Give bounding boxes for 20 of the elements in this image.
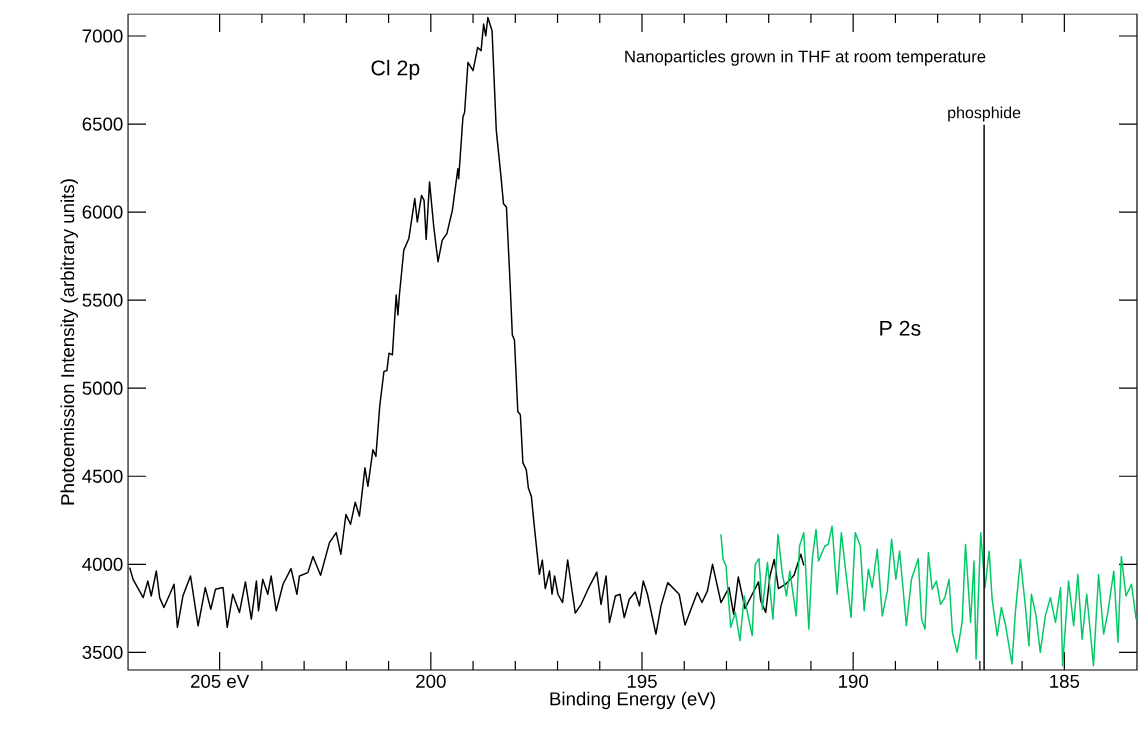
x-tick-label: 190	[839, 674, 869, 688]
annotation: P 2s	[880, 320, 921, 336]
x-tick-label: 195	[627, 674, 657, 688]
x-tick-label: 200	[416, 674, 446, 688]
y-tick-label: 6000	[82, 205, 123, 219]
y-tick-label: 6500	[82, 117, 123, 131]
y-tick-label: 3500	[82, 645, 123, 659]
x-axis-title: Binding Energy (eV)	[550, 691, 715, 710]
y-axis-title: Photoemission Intensity (arbitrary units)	[60, 179, 78, 505]
annotation: Nanoparticles grown in THF at room temperature	[625, 50, 986, 66]
ref-line-label: phosphide	[948, 106, 1021, 122]
line-series	[720, 525, 1137, 667]
x-tick-label: 185	[1050, 674, 1080, 688]
y-tick-label: 7000	[82, 29, 123, 43]
y-tick-label: 5000	[82, 381, 123, 395]
y-tick-label: 4500	[82, 469, 123, 483]
y-tick-label: 5500	[82, 293, 123, 307]
annotation: Cl 2p	[371, 59, 420, 80]
y-tick-label: 4000	[82, 557, 123, 571]
x-tick-label: 205 eV	[191, 674, 250, 688]
